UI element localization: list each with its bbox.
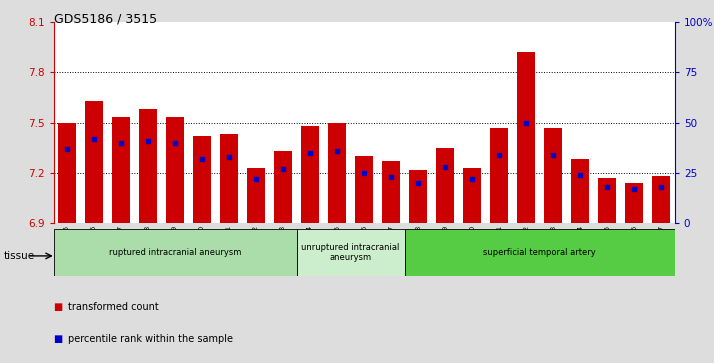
Text: superficial temporal artery: superficial temporal artery bbox=[483, 248, 596, 257]
Bar bbox=[625, 183, 643, 223]
Text: tissue: tissue bbox=[4, 251, 35, 261]
Text: ■: ■ bbox=[54, 334, 63, 344]
Bar bbox=[653, 176, 670, 223]
Bar bbox=[356, 156, 373, 223]
Bar bbox=[436, 148, 454, 223]
Bar bbox=[59, 122, 76, 223]
Text: ruptured intracranial aneurysm: ruptured intracranial aneurysm bbox=[109, 248, 241, 257]
Bar bbox=[383, 161, 400, 223]
Text: ■: ■ bbox=[54, 302, 63, 312]
Bar bbox=[405, 229, 675, 276]
Bar bbox=[491, 127, 508, 223]
Text: GDS5186 / 3515: GDS5186 / 3515 bbox=[54, 13, 156, 26]
Bar bbox=[112, 118, 130, 223]
Bar bbox=[301, 126, 319, 223]
Bar bbox=[139, 109, 157, 223]
Bar bbox=[166, 118, 184, 223]
Bar bbox=[54, 229, 296, 276]
Bar bbox=[193, 136, 211, 223]
Bar bbox=[463, 168, 481, 223]
Bar bbox=[328, 122, 346, 223]
Bar bbox=[274, 151, 292, 223]
Bar bbox=[598, 178, 616, 223]
Text: percentile rank within the sample: percentile rank within the sample bbox=[68, 334, 233, 344]
Bar bbox=[518, 52, 535, 223]
Text: transformed count: transformed count bbox=[68, 302, 159, 312]
Bar bbox=[296, 229, 405, 276]
Bar bbox=[85, 101, 103, 223]
Bar bbox=[409, 170, 427, 223]
Bar bbox=[247, 168, 265, 223]
Bar bbox=[571, 159, 589, 223]
Bar bbox=[544, 127, 562, 223]
Bar bbox=[221, 134, 238, 223]
Text: unruptured intracranial
aneurysm: unruptured intracranial aneurysm bbox=[301, 242, 400, 262]
